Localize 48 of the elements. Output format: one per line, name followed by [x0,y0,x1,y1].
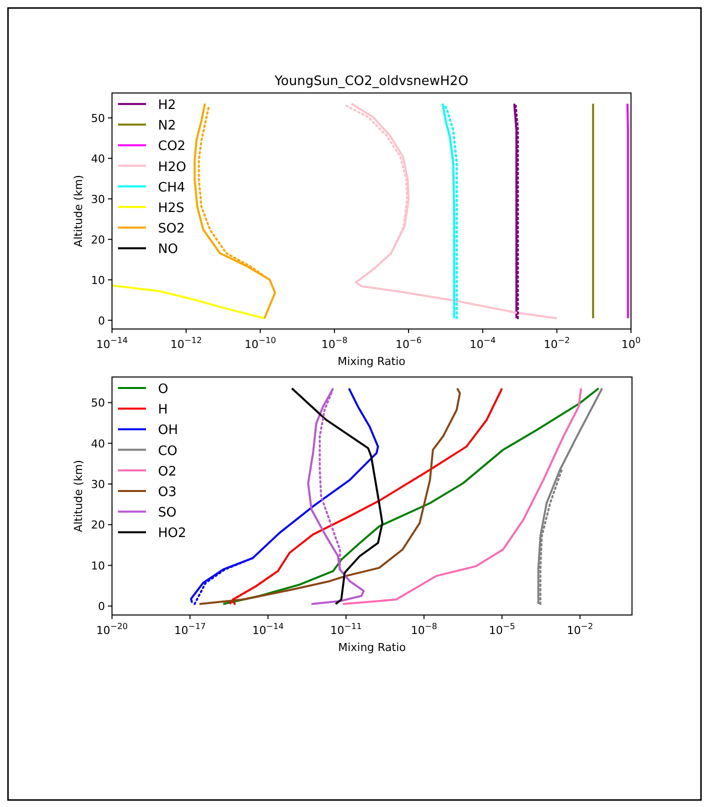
x-tick-label: 10$^{−20}$ [96,621,128,637]
y-tick-label: 0 [98,314,105,328]
x-axis-title: Mixing Ratio [338,355,406,368]
y-tick-label: 20 [91,518,105,532]
legend-label: HO2 [158,526,186,542]
legend-label: NO [158,242,178,258]
legend-label: CO2 [158,139,186,154]
legend-label: CH4 [158,180,186,196]
y-tick-label: 0 [98,600,105,614]
y-tick-label: 30 [91,478,105,491]
y-tick-label: 20 [91,233,105,246]
legend-label: O2 [158,464,177,480]
y-tick-label: 50 [91,396,105,410]
x-tick-label: 10$^{−14}$ [96,335,128,351]
legend-label: H2 [158,98,176,113]
y-tick-label: 30 [91,192,105,206]
x-tick-label: 10$^{−6}$ [395,335,422,351]
x-tick-label: 10$^{−17}$ [174,621,206,637]
x-tick-label: 10$^{−14}$ [252,621,284,637]
y-tick-label: 10 [91,559,105,572]
y-tick-label: 40 [91,152,105,166]
legend-label: O3 [158,485,177,500]
x-tick-label: 10$^{−8}$ [321,335,348,351]
y-tick-label: 10 [91,274,105,287]
x-tick-label: 10$^{−12}$ [170,335,202,351]
y-tick-label: 40 [91,437,105,450]
legend-label: OH [158,423,178,438]
x-tick-label: 10$^{−11}$ [330,621,362,637]
x-tick-label: 10$^{−8}$ [410,621,438,637]
x-tick-label: 10$^{0}$ [621,335,641,351]
legend-label: H2O [158,160,186,175]
y-axis-title: Altitude (km) [72,174,85,248]
y-axis-title: Altitude (km) [72,460,85,532]
x-axis-title: Mixing Ratio [338,641,406,654]
x-tick-label: 10$^{−2}$ [566,621,594,637]
x-tick-label: 10$^{−2}$ [544,335,570,351]
chart-title: YoungSun_CO2_oldvsnewH2O [274,74,468,89]
legend-label: N2 [158,118,176,134]
x-tick-label: 10$^{−4}$ [470,335,496,351]
y-tick-label: 50 [91,112,105,125]
x-tick-label: 10$^{−5}$ [488,621,516,637]
legend-label: CO [158,444,178,459]
legend-label: H2S [158,201,184,216]
legend-label: SO2 [158,222,185,237]
legend-label: H [158,402,168,418]
x-tick-label: 10$^{−10}$ [244,335,276,351]
legend-label: O [158,382,168,397]
legend-label: SO [158,506,176,521]
